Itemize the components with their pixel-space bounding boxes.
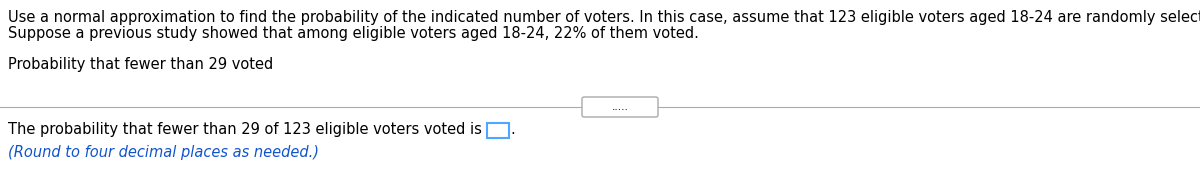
Text: The probability that fewer than 29 of 123 eligible voters voted is: The probability that fewer than 29 of 12… — [8, 122, 486, 137]
Text: Probability that fewer than 29 voted: Probability that fewer than 29 voted — [8, 57, 274, 72]
FancyBboxPatch shape — [582, 97, 658, 117]
Text: (Round to four decimal places as needed.): (Round to four decimal places as needed.… — [8, 145, 319, 160]
Text: Suppose a previous study showed that among eligible voters aged 18-24, 22% of th: Suppose a previous study showed that amo… — [8, 26, 698, 41]
Text: .....: ..... — [612, 102, 629, 112]
Text: .: . — [510, 122, 515, 137]
Text: Use a normal approximation to find the probability of the indicated number of vo: Use a normal approximation to find the p… — [8, 10, 1200, 25]
FancyBboxPatch shape — [486, 123, 509, 138]
